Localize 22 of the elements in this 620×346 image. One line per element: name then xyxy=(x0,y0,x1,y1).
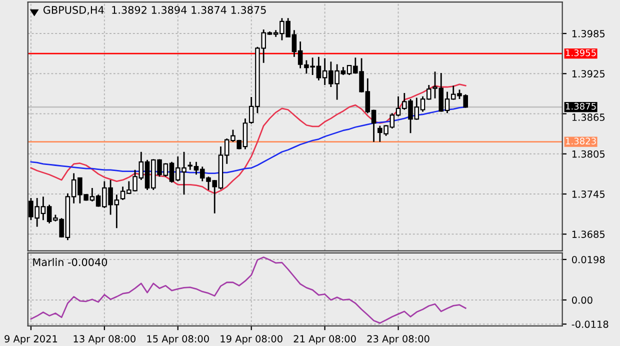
line-series xyxy=(30,84,466,194)
y-tick-label: 1.3985 xyxy=(572,30,605,38)
x-tick-label: 13 Apr 08:00 xyxy=(74,335,136,344)
x-tick-label: 15 Apr 08:00 xyxy=(147,335,209,344)
line-series xyxy=(30,256,466,324)
y-tick-label: 1.3685 xyxy=(572,230,605,238)
y-tick-label: 1.3865 xyxy=(572,114,605,121)
y-tick-label: -0.0118 xyxy=(572,320,608,328)
ref-line-label: 1.3875 xyxy=(566,102,596,110)
annotation: Marlin -0.0040 xyxy=(33,258,108,266)
y-tick-label: 0.0198 xyxy=(572,256,605,264)
y-tick-label: 1.3925 xyxy=(572,70,605,78)
y-tick-label: 0.00 xyxy=(572,296,592,304)
x-tick-label: 19 Apr 08:00 xyxy=(220,335,282,344)
y-tick-label: 1.3805 xyxy=(572,150,605,158)
chart-title: GBPUSD,H4 1.3892 1.3894 1.3874 1.3875 xyxy=(43,6,266,15)
y-tick-label: 1.3745 xyxy=(572,190,605,198)
ref-line-label: 1.3823 xyxy=(566,138,596,144)
x-tick-label: 23 Apr 08:00 xyxy=(367,335,430,344)
ref-line-label: 1.3955 xyxy=(566,49,596,56)
x-tick-label: 9 Apr 2021 xyxy=(4,335,58,344)
x-tick-label: 21 Apr 08:00 xyxy=(294,335,356,344)
